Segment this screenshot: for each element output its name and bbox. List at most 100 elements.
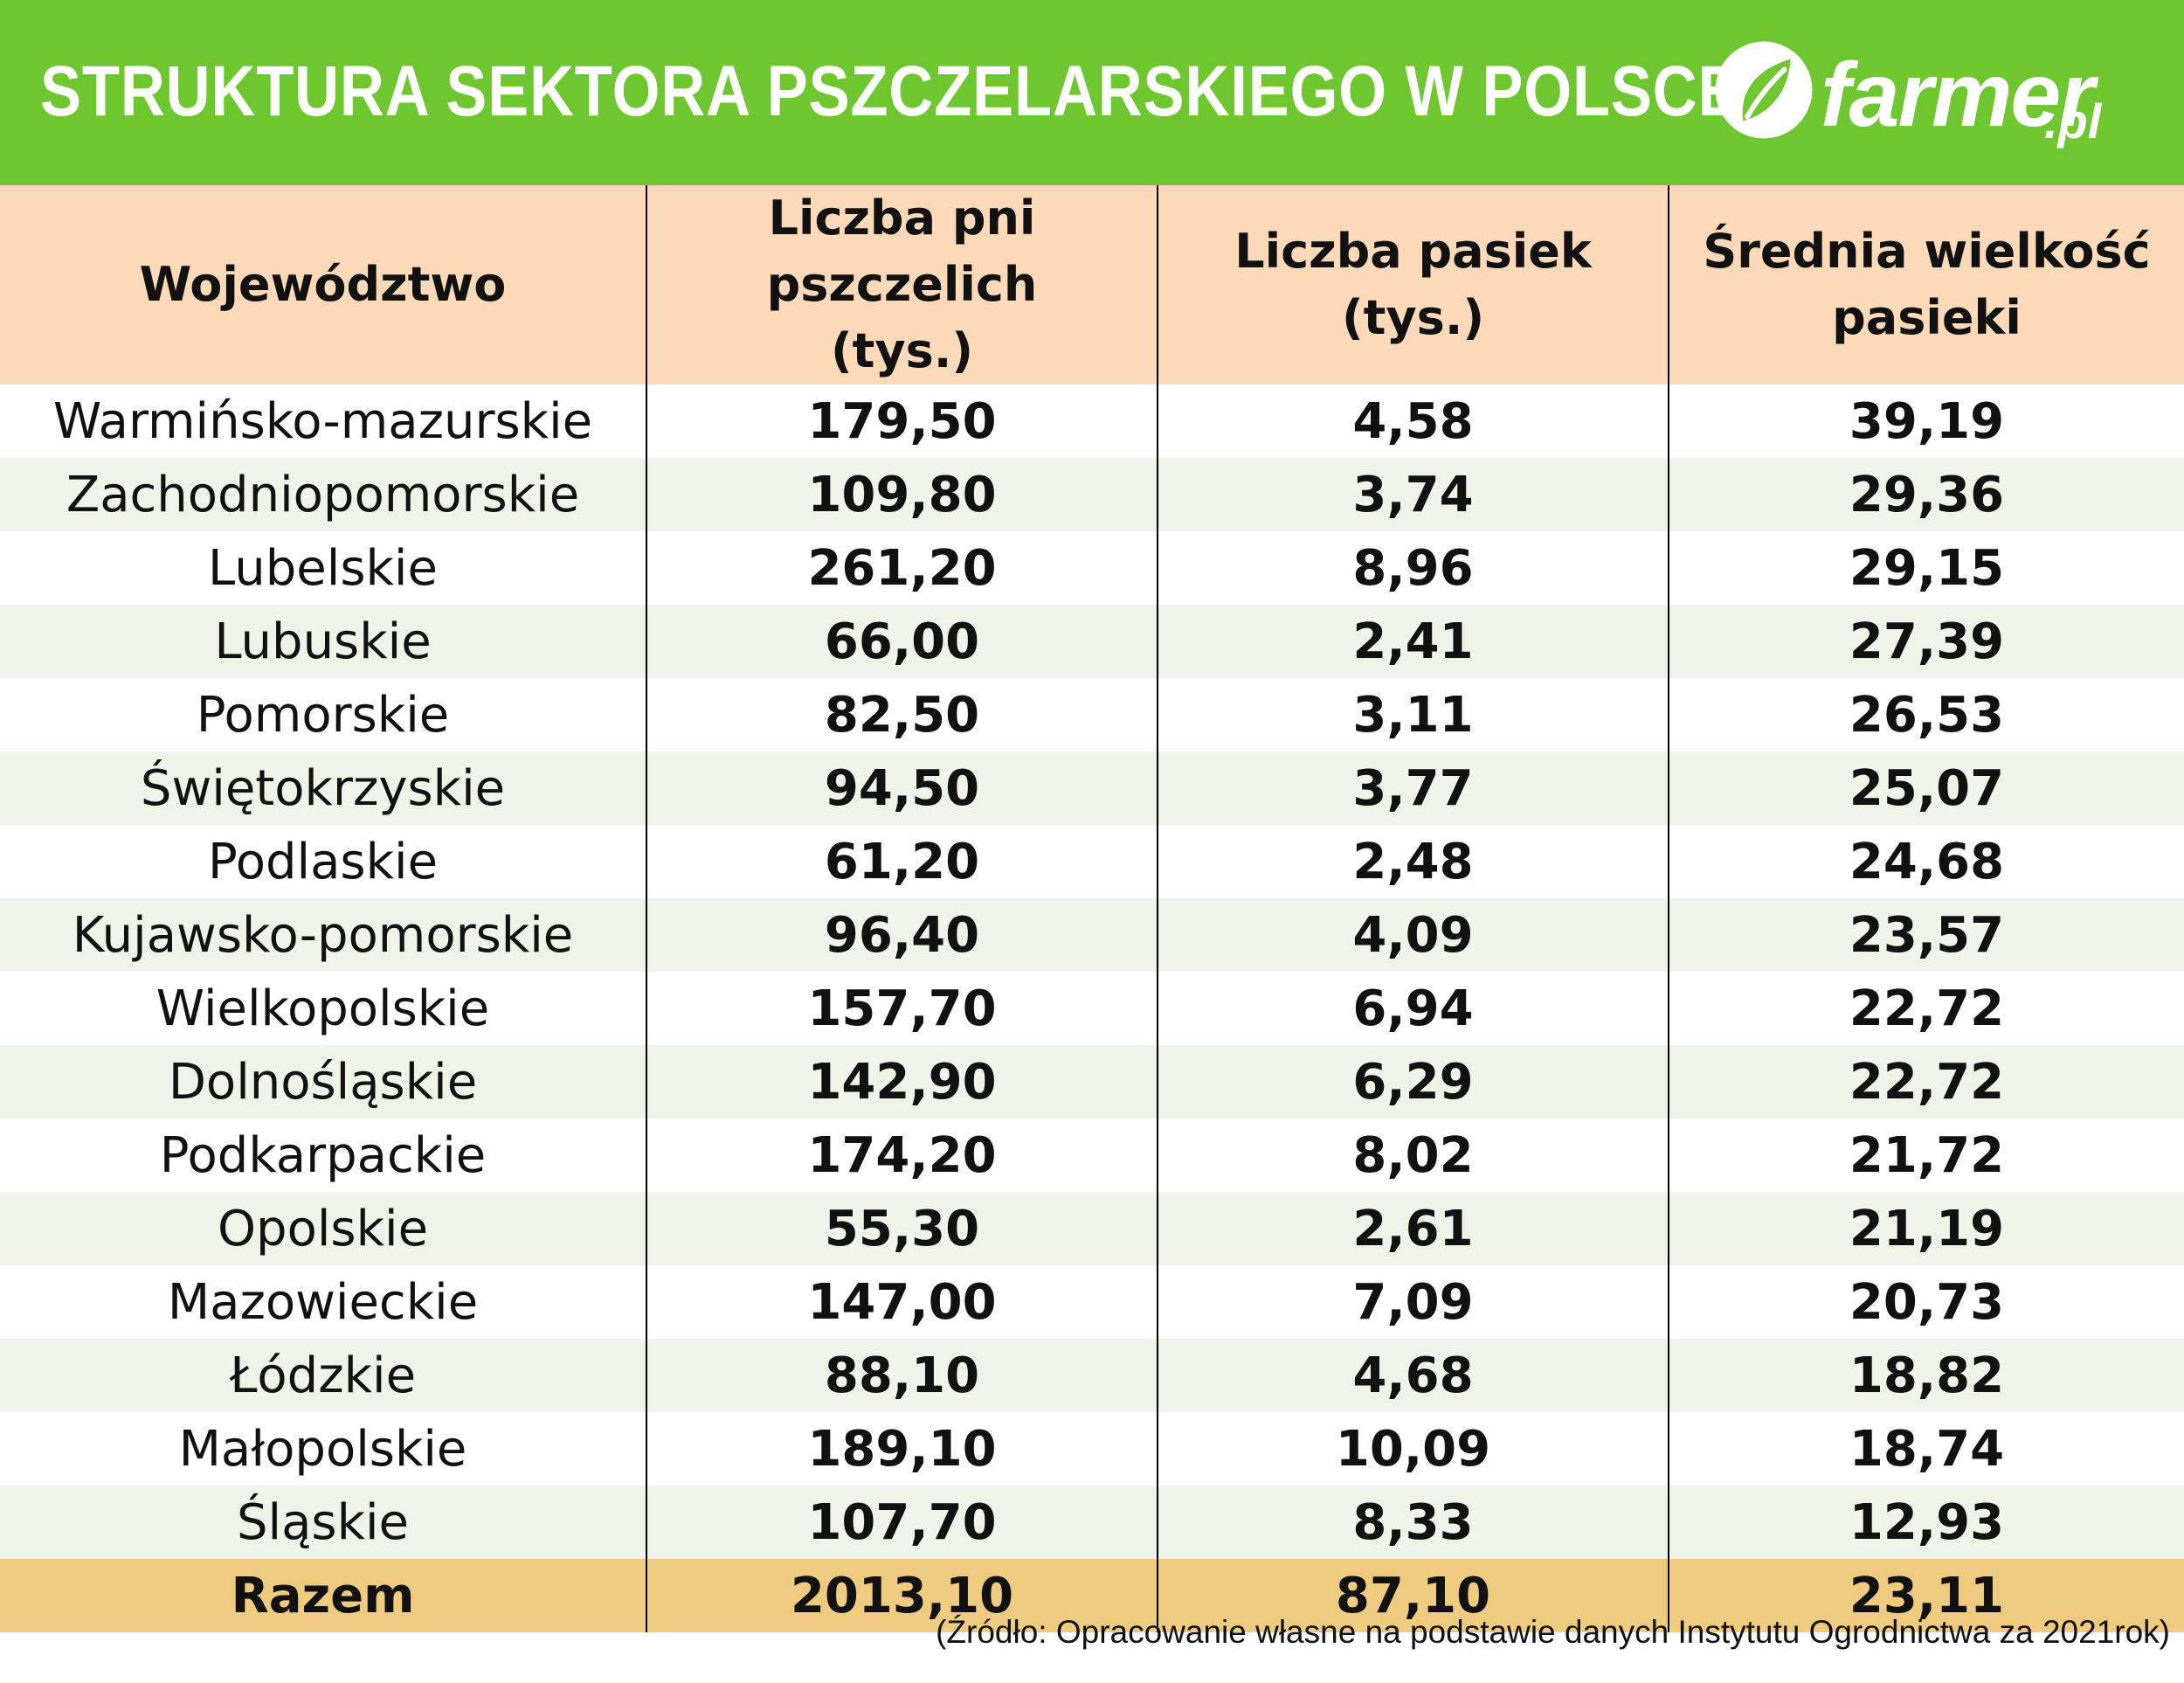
voivodeship-cell: Zachodniopomorskie: [0, 458, 646, 531]
table-row: Mazowieckie 147,00 7,09 20,73: [0, 1265, 2184, 1339]
voivodeship-cell: Lubelskie: [0, 531, 646, 605]
voivodeship-cell: Kujawsko-pomorskie: [0, 898, 646, 972]
average-size-cell: 25,07: [1668, 751, 2184, 825]
voivodeship-cell: Warmińsko-mazurskie: [0, 384, 646, 458]
voivodeship-cell: Świętokrzyskie: [0, 751, 646, 825]
apiaries-cell: 8,02: [1157, 1119, 1669, 1192]
column-header-average-size: Średnia wielkość pasieki: [1668, 185, 2184, 384]
table-row: Opolskie 55,30 2,61 21,19: [0, 1192, 2184, 1265]
column-header-voivodeship: Województwo: [0, 185, 646, 384]
hives-cell: 55,30: [646, 1192, 1158, 1265]
apiaries-cell: 3,11: [1157, 678, 1669, 751]
apiaries-cell: 7,09: [1157, 1265, 1669, 1339]
average-size-cell: 26,53: [1668, 678, 2184, 751]
apiaries-cell: 6,29: [1157, 1045, 1669, 1119]
column-header-hives: Liczba pni pszczelich (tys.): [646, 185, 1158, 384]
table-row: Zachodniopomorskie 109,80 3,74 29,36: [0, 458, 2184, 531]
apiaries-cell: 8,96: [1157, 531, 1669, 605]
hives-cell: 147,00: [646, 1265, 1158, 1339]
hives-cell: 179,50: [646, 384, 1158, 458]
hives-cell: 189,10: [646, 1412, 1158, 1486]
apiaries-cell: 4,09: [1157, 898, 1669, 972]
voivodeship-cell: Śląskie: [0, 1486, 646, 1559]
table-row: Podlaskie 61,20 2,48 24,68: [0, 825, 2184, 898]
voivodeship-cell: Lubuskie: [0, 605, 646, 678]
voivodeship-cell: Dolnośląskie: [0, 1045, 646, 1119]
voivodeship-cell: Pomorskie: [0, 678, 646, 751]
hives-cell: 261,20: [646, 531, 1158, 605]
average-size-cell: 21,19: [1668, 1192, 2184, 1265]
page-title: STRUKTURA SEKTORA PSZCZELARSKIEGO W POLS…: [40, 52, 1740, 131]
hives-cell: 61,20: [646, 825, 1158, 898]
apiaries-cell: 4,68: [1157, 1339, 1669, 1412]
total-apiaries-cell: 87,10: [1157, 1559, 1669, 1632]
average-size-cell: 39,19: [1668, 384, 2184, 458]
title-banner: STRUKTURA SEKTORA PSZCZELARSKIEGO W POLS…: [0, 0, 2184, 185]
average-size-cell: 24,68: [1668, 825, 2184, 898]
table-row: Śląskie 107,70 8,33 12,93: [0, 1486, 2184, 1559]
source-note: (Źródło: Opracowanie własne na podstawie…: [936, 1614, 2170, 1650]
apiaries-cell: 2,41: [1157, 605, 1669, 678]
average-size-cell: 18,82: [1668, 1339, 2184, 1412]
logo-wordmark: farmer: [1821, 45, 2095, 146]
table-row: Dolnośląskie 142,90 6,29 22,72: [0, 1045, 2184, 1119]
apiary-structure-table: Województwo Liczba pni pszczelich (tys.)…: [0, 185, 2184, 1632]
total-average-cell: 23,11: [1668, 1559, 2184, 1632]
column-header-apiaries: Liczba pasiek (tys.): [1157, 185, 1669, 384]
hives-cell: 88,10: [646, 1339, 1158, 1412]
column-header-line: Liczba pni pszczelich: [766, 190, 1038, 312]
average-size-cell: 29,36: [1668, 458, 2184, 531]
voivodeship-cell: Wielkopolskie: [0, 972, 646, 1045]
apiaries-cell: 2,61: [1157, 1192, 1669, 1265]
voivodeship-cell: Mazowieckie: [0, 1265, 646, 1339]
hives-cell: 109,80: [646, 458, 1158, 531]
table-header-row: Województwo Liczba pni pszczelich (tys.)…: [0, 185, 2184, 384]
column-header-unit: (tys.): [830, 323, 974, 378]
apiaries-cell: 3,74: [1157, 458, 1669, 531]
table-row: Podkarpackie 174,20 8,02 21,72: [0, 1119, 2184, 1192]
average-size-cell: 20,73: [1668, 1265, 2184, 1339]
voivodeship-cell: Podlaskie: [0, 825, 646, 898]
table-row: Lubuskie 66,00 2,41 27,39: [0, 605, 2184, 678]
total-row: Razem 2013,10 87,10 23,11: [0, 1559, 2184, 1632]
table-row: Warmińsko-mazurskie 179,50 4,58 39,19: [0, 384, 2184, 458]
voivodeship-cell: Małopolskie: [0, 1412, 646, 1486]
average-size-cell: 23,57: [1668, 898, 2184, 972]
hives-cell: 82,50: [646, 678, 1158, 751]
farmer-logo[interactable]: farmer .pl: [1712, 31, 2132, 154]
voivodeship-cell: Łódzkie: [0, 1339, 646, 1412]
hives-cell: 107,70: [646, 1486, 1158, 1559]
average-size-cell: 21,72: [1668, 1119, 2184, 1192]
average-size-cell: 12,93: [1668, 1486, 2184, 1559]
hives-cell: 174,20: [646, 1119, 1158, 1192]
table-row: Świętokrzyskie 94,50 3,77 25,07: [0, 751, 2184, 825]
hives-cell: 142,90: [646, 1045, 1158, 1119]
table-row: Łódzkie 88,10 4,68 18,82: [0, 1339, 2184, 1412]
apiaries-cell: 6,94: [1157, 972, 1669, 1045]
apiary-table-wrapper: Województwo Liczba pni pszczelich (tys.)…: [0, 185, 2184, 1632]
average-size-cell: 22,72: [1668, 1045, 2184, 1119]
table-row: Pomorskie 82,50 3,11 26,53: [0, 678, 2184, 751]
total-hives-cell: 2013,10: [646, 1559, 1158, 1632]
hives-cell: 157,70: [646, 972, 1158, 1045]
hives-cell: 66,00: [646, 605, 1158, 678]
apiaries-cell: 2,48: [1157, 825, 1669, 898]
column-header-unit: (tys.): [1341, 290, 1485, 345]
table-row: Lubelskie 261,20 8,96 29,15: [0, 531, 2184, 605]
average-size-cell: 18,74: [1668, 1412, 2184, 1486]
logo-tld: .pl: [2044, 94, 2102, 149]
hives-cell: 96,40: [646, 898, 1158, 972]
apiaries-cell: 3,77: [1157, 751, 1669, 825]
apiaries-cell: 4,58: [1157, 384, 1669, 458]
average-size-cell: 27,39: [1668, 605, 2184, 678]
table-row: Kujawsko-pomorskie 96,40 4,09 23,57: [0, 898, 2184, 972]
hives-cell: 94,50: [646, 751, 1158, 825]
column-header-line: Liczba pasiek: [1234, 224, 1592, 279]
table-row: Wielkopolskie 157,70 6,94 22,72: [0, 972, 2184, 1045]
total-label-cell: Razem: [0, 1559, 646, 1632]
table-body: Warmińsko-mazurskie 179,50 4,58 39,19 Zachod…: [0, 384, 2184, 1632]
apiaries-cell: 8,33: [1157, 1486, 1669, 1559]
average-size-cell: 22,72: [1668, 972, 2184, 1045]
voivodeship-cell: Podkarpackie: [0, 1119, 646, 1192]
column-header-line: Średnia wielkość: [1703, 224, 2151, 279]
